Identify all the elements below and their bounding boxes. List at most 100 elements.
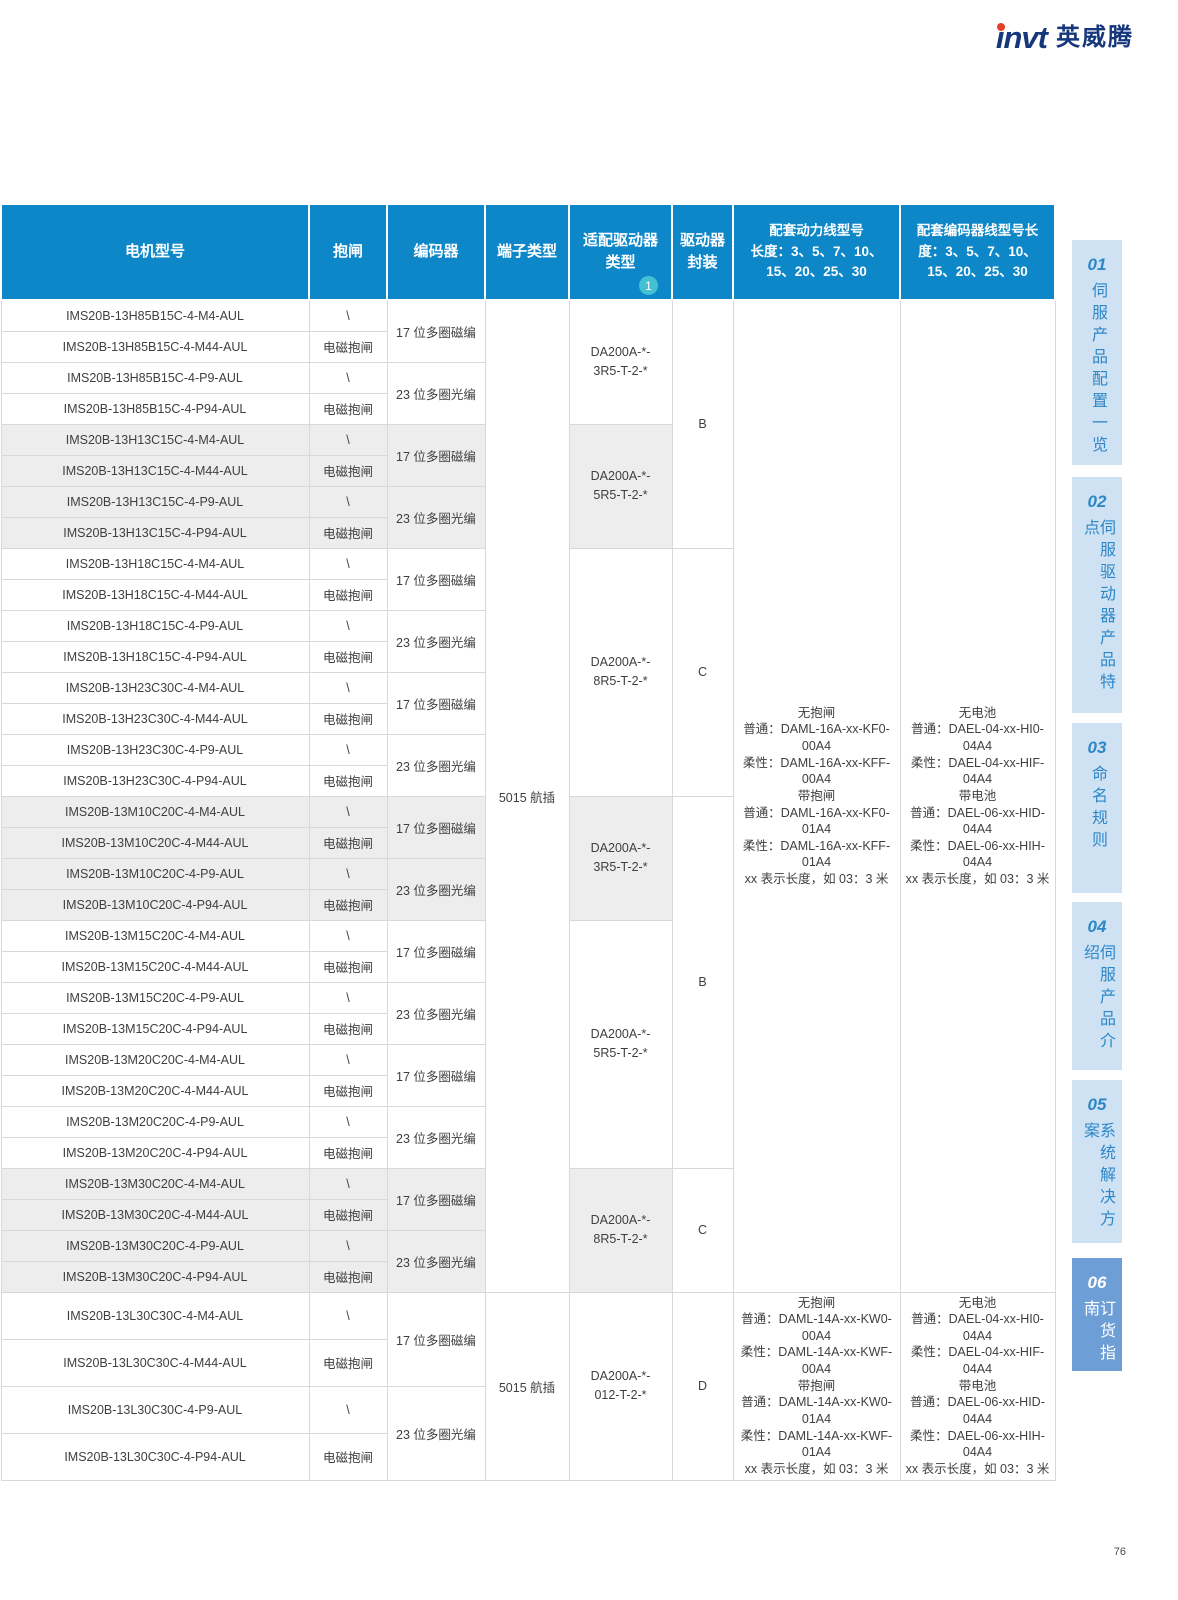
motor-model-cell: IMS20B-13H23C30C-4-M44-AUL [0,702,310,735]
driver-type-cell: DA200A-*- 8R5-T-2-* [568,1167,673,1293]
spec-table: 电机型号 抱闸 编码器 端子类型 适配驱动器 类型 1 驱动器 封装 配套动力线… [0,203,1056,1481]
motor-model-cell: IMS20B-13H18C15C-4-M44-AUL [0,578,310,611]
brake-cell: \ [308,547,388,580]
driver-type-cell: DA200A-*- 012-T-2-* [568,1291,673,1481]
brand-logo-wordmark: invt [996,22,1048,53]
table-row: IMS20B-13H13C15C-4-M44-AUL 电磁抱闸 [0,454,1055,487]
col-header-encoder-cable: 配套编码器线型号长 度：3、5、7、10、 15、20、25、30 [899,203,1056,301]
driver-type-cell: DA200A-*- 5R5-T-2-* [568,423,673,549]
brand-logo-dot-icon [996,23,1005,31]
sidebar-tab-02-servo-drive-features[interactable]: 02 伺服驱动器产品特点 [1072,477,1122,713]
brake-cell: 电磁抱闸 [308,1198,388,1231]
table-row: IMS20B-13H85B15C-4-M4-AUL \ 17 位多圈磁编 5015 航… [0,299,1056,1293]
sidebar-tab-label: 伺服驱动器产品特点 [1081,519,1114,695]
terminal-type-cell: 5015 航插 [484,1291,570,1481]
spec-table-body: IMS20B-13H85B15C-4-M4-AUL \ 17 位多圈磁编 5015 航… [0,299,1056,1481]
motor-model-cell: IMS20B-13H18C15C-4-P94-AUL [0,640,310,673]
driver-type-cell: DA200A-*- 8R5-T-2-* [568,547,673,797]
encoder-cell: 23 位多圈光编 [386,1229,486,1293]
col-header-driver-package: 驱动器 封装 [671,203,734,301]
encoder-cell: 23 位多圈光编 [386,609,486,673]
encoder-cell: 17 位多圈磁编 [386,423,486,487]
sidebar-tab-label: 命名规则 [1089,765,1106,853]
brake-cell: \ [308,733,388,766]
brake-cell: \ [308,423,388,456]
brake-cell: 电磁抱闸 [308,392,388,425]
sidebar-tab-number: 06 [1087,1273,1107,1292]
table-row: IMS20B-13M30C20C-4-M44-AUL 电磁抱闸 [0,1198,1055,1231]
sidebar-tab-label: 系统解决方案 [1081,1122,1114,1232]
motor-model-cell: IMS20B-13H85B15C-4-P94-AUL [0,392,310,425]
col-header-power-cable: 配套动力线型号 长度：3、5、7、10、 15、20、25、30 [732,203,901,301]
motor-model-cell: IMS20B-13H23C30C-4-P9-AUL [0,733,310,766]
brake-cell: \ [308,299,388,332]
table-row: IMS20B-13H13C15C-4-P9-AUL \ 23 位多圈光编 [0,485,1055,549]
spec-table-header: 电机型号 抱闸 编码器 端子类型 适配驱动器 类型 1 驱动器 封装 配套动力线… [0,203,1056,301]
table-row: IMS20B-13H18C15C-4-P94-AUL 电磁抱闸 [0,640,1055,673]
encoder-cell: 23 位多圈光编 [386,1385,486,1481]
motor-model-cell: IMS20B-13L30C30C-4-P94-AUL [0,1432,310,1481]
brake-cell: \ [308,609,388,642]
motor-model-cell: IMS20B-13M20C20C-4-P94-AUL [0,1136,310,1169]
brake-cell: 电磁抱闸 [308,1260,388,1293]
note-1-badge: 1 [639,276,658,295]
motor-model-cell: IMS20B-13L30C30C-4-M4-AUL [0,1291,310,1340]
table-row: IMS20B-13M20C20C-4-P9-AUL \ 23 位多圈光编 [0,1105,1055,1169]
motor-model-cell: IMS20B-13H85B15C-4-M44-AUL [0,330,310,363]
table-row: IMS20B-13M15C20C-4-M44-AUL 电磁抱闸 [0,950,1055,983]
brake-cell: 电磁抱闸 [308,640,388,673]
col-header-encoder: 编码器 [386,203,486,301]
power-cable-cell: 无抱闸 普通：DAML-16A-xx-KF0-00A4 柔性：DAML-16A-… [732,299,901,1293]
sidebar-tab-number: 03 [1087,738,1107,757]
motor-model-cell: IMS20B-13M20C20C-4-P9-AUL [0,1105,310,1138]
sidebar-tab-03-naming-rules[interactable]: 03 命名规则 [1072,723,1122,893]
encoder-cell: 17 位多圈磁编 [386,1043,486,1107]
brand-logo-text-cn: 英威腾 [1056,23,1134,51]
sidebar-tab-06-ordering-guide[interactable]: 06 订货指南 [1072,1258,1122,1371]
brand-logo: invt 英威腾 [996,22,1134,53]
motor-model-cell: IMS20B-13M20C20C-4-M44-AUL [0,1074,310,1107]
brake-cell: 电磁抱闸 [308,764,388,797]
motor-model-cell: IMS20B-13H18C15C-4-P9-AUL [0,609,310,642]
sidebar-tab-05-system-solutions[interactable]: 05 系统解决方案 [1072,1080,1122,1243]
brake-cell: 电磁抱闸 [308,578,388,611]
table-row: IMS20B-13M10C20C-4-M44-AUL 电磁抱闸 [0,826,1055,859]
motor-model-cell: IMS20B-13M30C20C-4-M44-AUL [0,1198,310,1231]
driver-type-cell: DA200A-*- 5R5-T-2-* [568,919,673,1169]
sidebar-tab-04-servo-product-intro[interactable]: 04 伺服产品介绍 [1072,902,1122,1070]
sidebar-tab-label: 伺服产品介绍 [1081,944,1114,1054]
encoder-cell: 17 位多圈磁编 [386,547,486,611]
brake-cell: \ [308,1105,388,1138]
motor-model-cell: IMS20B-13H13C15C-4-M4-AUL [0,423,310,456]
brake-cell: \ [308,485,388,518]
encoder-cell: 23 位多圈光编 [386,857,486,921]
table-row: IMS20B-13M20C20C-4-P94-AUL 电磁抱闸 [0,1136,1055,1169]
encoder-cable-cell: 无电池 普通：DAEL-04-xx-HI0-04A4 柔性：DAEL-04-xx… [899,1291,1056,1481]
brake-cell: 电磁抱闸 [308,1432,388,1481]
table-row: IMS20B-13H23C30C-4-P9-AUL \ 23 位多圈光编 [0,733,1055,797]
page-number: 76 [1113,1546,1126,1558]
terminal-type-cell: 5015 航插 [484,299,570,1293]
sidebar-tab-01-servo-config-overview[interactable]: 01 伺服产品配置一览 [1072,240,1122,465]
table-row: IMS20B-13M10C20C-4-P94-AUL 电磁抱闸 [0,888,1055,921]
brake-cell: 电磁抱闸 [308,1338,388,1387]
table-row: IMS20B-13H85B15C-4-P9-AUL \ 23 位多圈光编 [0,361,1055,425]
brake-cell: \ [308,1167,388,1200]
motor-model-cell: IMS20B-13H85B15C-4-M4-AUL [0,299,310,332]
brake-cell: 电磁抱闸 [308,888,388,921]
brake-cell: 电磁抱闸 [308,1074,388,1107]
table-row: IMS20B-13H85B15C-4-M44-AUL 电磁抱闸 [0,330,1055,363]
col-header-driver-type-label: 适配驱动器 类型 [582,231,658,272]
brake-cell: \ [308,671,388,704]
brake-cell: 电磁抱闸 [308,330,388,363]
driver-package-cell: B [671,299,734,549]
motor-model-cell: IMS20B-13H18C15C-4-M4-AUL [0,547,310,580]
brake-cell: 电磁抱闸 [308,950,388,983]
table-row: IMS20B-13M10C20C-4-P9-AUL \ 23 位多圈光编 [0,857,1055,921]
power-cable-cell: 无抱闸 普通：DAML-14A-xx-KW0-00A4 柔性：DAML-14A-… [732,1291,901,1481]
table-row: IMS20B-13M15C20C-4-P94-AUL 电磁抱闸 [0,1012,1055,1045]
table-row: IMS20B-13M30C20C-4-P9-AUL \ 23 位多圈光编 [0,1229,1055,1293]
motor-model-cell: IMS20B-13M30C20C-4-M4-AUL [0,1167,310,1200]
motor-model-cell: IMS20B-13H23C30C-4-P94-AUL [0,764,310,797]
brake-cell: \ [308,857,388,890]
